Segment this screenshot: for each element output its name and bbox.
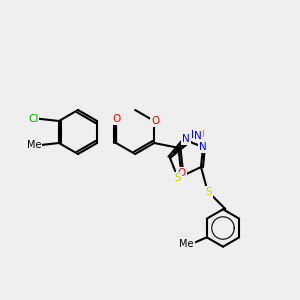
Text: O: O [151, 116, 159, 126]
Text: Me: Me [179, 239, 194, 249]
Text: N: N [191, 130, 199, 140]
Text: O: O [178, 168, 186, 178]
Text: N: N [199, 142, 207, 152]
Text: S: S [205, 187, 212, 197]
Text: S: S [175, 173, 181, 183]
Text: Me: Me [27, 140, 41, 150]
Text: H: H [196, 130, 203, 139]
Text: Cl: Cl [28, 114, 38, 124]
Text: O: O [112, 114, 120, 124]
Text: N: N [194, 131, 202, 141]
Text: N: N [182, 134, 190, 144]
